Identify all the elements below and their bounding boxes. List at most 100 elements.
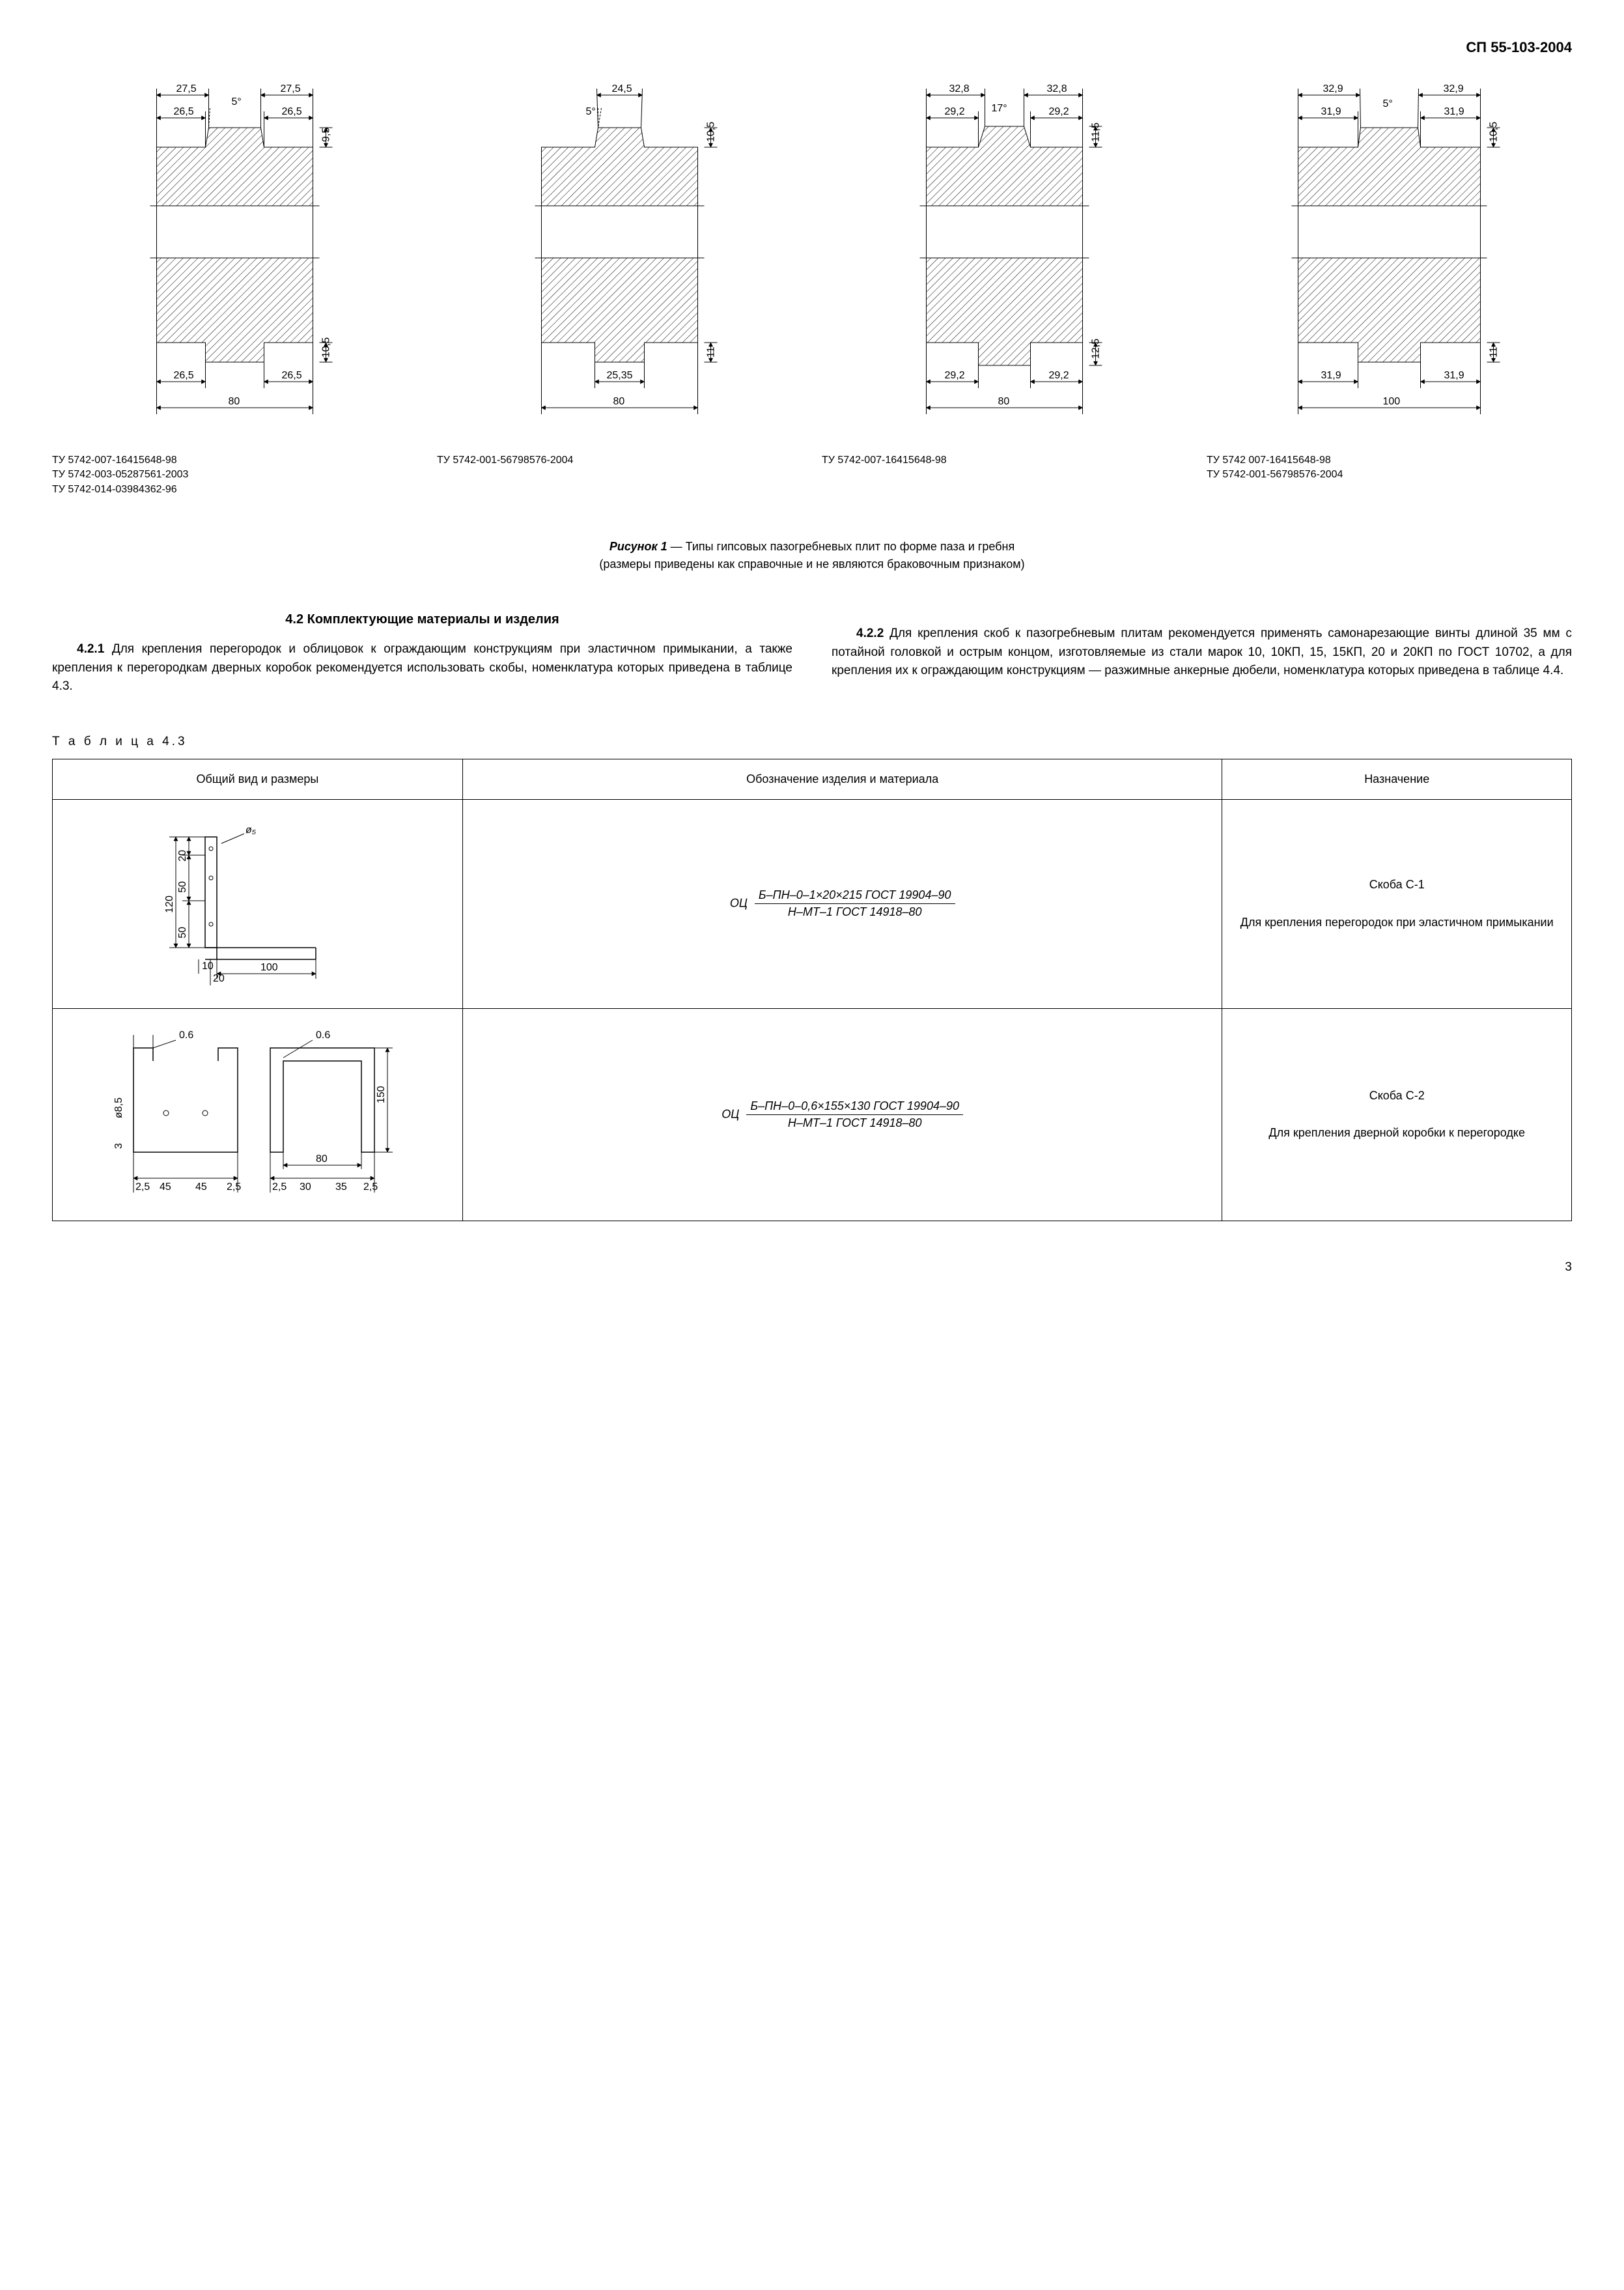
svg-text:ø₅: ø₅	[245, 825, 257, 836]
figure-caption-line2: (размеры приведены как справочные и не я…	[599, 558, 1024, 571]
svg-text:2,5: 2,5	[135, 1181, 150, 1193]
svg-text:45: 45	[160, 1181, 171, 1193]
para-text: Для крепления перегородок и облицовок к …	[52, 642, 792, 693]
tu-list-2: ТУ 5742-001-56798576-2004	[437, 453, 802, 512]
dim: 0.6	[179, 1030, 193, 1041]
paragraph-422: 4.2.2 Для крепления скоб к пазогребневым…	[832, 625, 1572, 681]
drawing-cell-c2: 0.6 150 0.6 80 2,5 45 45	[53, 1008, 463, 1221]
dim-bot-inner: 25,35	[607, 370, 633, 381]
purpose-title: Скоба С-1	[1235, 875, 1558, 894]
numerator: Б–ПН–0–0,6×155×130 ГОСТ 19904–90	[746, 1099, 963, 1115]
dim-top-outer-left: 32,8	[949, 83, 970, 94]
tu-line: ТУ 5742-001-56798576-2004	[437, 453, 802, 468]
dim-angle: 5°	[232, 96, 242, 107]
tu-list-3: ТУ 5742-007-16415648-98	[822, 453, 1187, 512]
dim-top-outer-right: 32,8	[1047, 83, 1067, 94]
figure-col-1: 27,5 27,5 5° 26,5 26,5 9,5 10,5	[52, 82, 417, 512]
svg-text:3: 3	[114, 1143, 124, 1149]
dim: 20	[177, 850, 188, 862]
dim: 150	[376, 1086, 387, 1103]
profile-svg-3: 32,8 32,8 17° 29,2 29,2 11,5 12,5 29,2 2…	[822, 82, 1187, 447]
bracket-c2-svg: 0.6 150 0.6 80 2,5 45 45	[114, 1022, 400, 1204]
two-column-text: 4.2 Комплектующие материалы и изделия 4.…	[52, 612, 1572, 709]
dim: 50	[177, 927, 188, 939]
dim-angle: 17°	[992, 103, 1007, 114]
prefix: ОЦ	[730, 896, 748, 909]
profile-svg-4: 32,9 32,9 5° 31,9 31,9 10,5 11 31,9 31,9…	[1207, 82, 1572, 447]
svg-text:ø8,5: ø8,5	[114, 1097, 124, 1118]
right-column: 4.2.2 Для крепления скоб к пазогребневым…	[832, 612, 1572, 709]
fraction: Б–ПН–0–1×20×215 ГОСТ 19904–90 Н–МТ–1 ГОС…	[755, 888, 955, 919]
dim: 100	[260, 962, 278, 973]
dim-bot-inner-right: 29,2	[1049, 370, 1069, 381]
denominator: Н–МТ–1 ГОСТ 14918–80	[784, 1115, 926, 1130]
table-header: Общий вид и размеры	[53, 759, 463, 799]
dim: 10	[202, 961, 214, 972]
para-text: Для крепления скоб к пазогребневым плита…	[832, 627, 1572, 677]
dim-groove-h: 11	[1489, 346, 1500, 358]
svg-text:2,5: 2,5	[363, 1181, 378, 1193]
dim-tongue-h: 10,5	[1489, 122, 1500, 142]
purpose-text: Для крепления перегородок при эластичном…	[1235, 913, 1558, 932]
dim-groove-h: 12,5	[1091, 339, 1102, 359]
dim-top-inner-left: 29,2	[945, 106, 965, 117]
purpose-text: Для крепления дверной коробки к перегоро…	[1235, 1124, 1558, 1142]
drawing-cell-c1: 20 50 50 120 100 10 20	[53, 799, 463, 1008]
figure-caption-line1: — Типы гипсовых пазогребневых плит по фо…	[667, 540, 1015, 553]
dim-tongue-h: 10,5	[706, 122, 717, 142]
dim: 80	[316, 1153, 328, 1165]
page-number: 3	[52, 1260, 1572, 1275]
svg-text:2,5: 2,5	[272, 1181, 287, 1193]
dim-groove-h: 10,5	[321, 337, 332, 358]
tu-line: ТУ 5742-014-03984362-96	[52, 483, 417, 497]
profile-svg-2: 24,5 5° 10,5 11 25,35 80	[437, 82, 802, 447]
table-header: Назначение	[1222, 759, 1572, 799]
dim-angle: 5°	[586, 106, 596, 117]
dim-angle: 5°	[1383, 98, 1393, 109]
tu-line: ТУ 5742-007-16415648-98	[52, 453, 417, 468]
dim-tongue-h: 9,5	[321, 128, 332, 142]
dim-top-inner-right: 26,5	[282, 106, 302, 117]
table-row: 20 50 50 120 100 10 20	[53, 799, 1572, 1008]
dim-width: 80	[229, 396, 240, 407]
svg-text:35: 35	[335, 1181, 347, 1193]
dim-bot-inner-left: 31,9	[1321, 370, 1341, 381]
designation-cell-c1: ОЦ Б–ПН–0–1×20×215 ГОСТ 19904–90 Н–МТ–1 …	[462, 799, 1222, 1008]
tu-line: ТУ 5742-007-16415648-98	[822, 453, 1187, 468]
table-row: 0.6 150 0.6 80 2,5 45 45	[53, 1008, 1572, 1221]
dim-top-outer-right: 27,5	[281, 83, 301, 94]
dim-bot-inner-right: 31,9	[1444, 370, 1464, 381]
purpose-cell-c2: Скоба С-2 Для крепления дверной коробки …	[1222, 1008, 1572, 1221]
dim-bot-inner-left: 26,5	[174, 370, 194, 381]
dim-groove-h: 11	[706, 346, 717, 358]
svg-text:45: 45	[195, 1181, 207, 1193]
figure-col-4: 32,9 32,9 5° 31,9 31,9 10,5 11 31,9 31,9…	[1207, 82, 1572, 512]
profile-svg-1: 27,5 27,5 5° 26,5 26,5 9,5 10,5	[52, 82, 417, 447]
prefix: ОЦ	[721, 1107, 739, 1120]
fraction: Б–ПН–0–0,6×155×130 ГОСТ 19904–90 Н–МТ–1 …	[746, 1099, 963, 1130]
purpose-title: Скоба С-2	[1235, 1086, 1558, 1105]
dim-width: 80	[613, 396, 625, 407]
dim: 50	[177, 881, 188, 893]
dim-top-inner-right: 31,9	[1444, 106, 1464, 117]
dim-width: 80	[998, 396, 1010, 407]
dim-bot-inner-right: 26,5	[282, 370, 302, 381]
dim-tongue-h: 11,5	[1091, 122, 1102, 142]
dim: 0.6	[316, 1030, 330, 1041]
figure-col-3: 32,8 32,8 17° 29,2 29,2 11,5 12,5 29,2 2…	[822, 82, 1187, 512]
dim-top-outer-left: 24,5	[612, 83, 632, 94]
tu-line: ТУ 5742-003-05287561-2003	[52, 468, 417, 482]
table-43: Общий вид и размеры Обозначение изделия …	[52, 759, 1572, 1221]
tu-line: ТУ 5742 007-16415648-98	[1207, 453, 1572, 468]
figure-caption: Рисунок 1 — Типы гипсовых пазогребневых …	[52, 538, 1572, 573]
dim-width: 100	[1383, 396, 1401, 407]
dim-top-inner-left: 26,5	[174, 106, 194, 117]
designation-cell-c2: ОЦ Б–ПН–0–0,6×155×130 ГОСТ 19904–90 Н–МТ…	[462, 1008, 1222, 1221]
para-num: 4.2.2	[856, 627, 884, 640]
dim: 20	[213, 973, 225, 984]
dim-top-outer-left: 32,9	[1323, 83, 1343, 94]
tu-line: ТУ 5742-001-56798576-2004	[1207, 468, 1572, 482]
numerator: Б–ПН–0–1×20×215 ГОСТ 19904–90	[755, 888, 955, 904]
figure-col-2: 24,5 5° 10,5 11 25,35 80	[437, 82, 802, 512]
svg-text:30: 30	[300, 1181, 311, 1193]
